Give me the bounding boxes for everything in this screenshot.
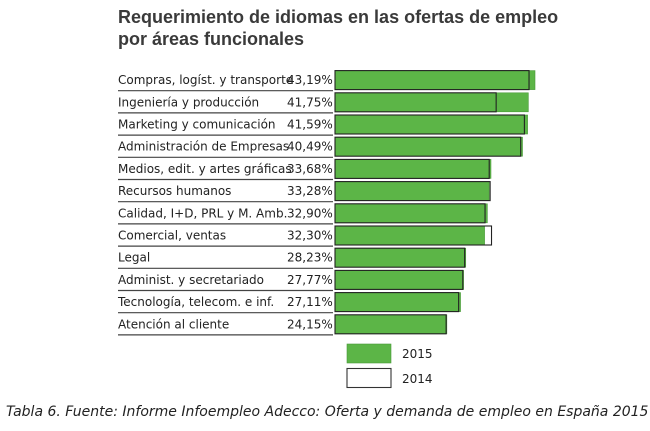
legend-label-2014: 2014 [402, 372, 433, 386]
category-label: Compras, logíst. y transporte [118, 73, 293, 87]
value-label: 27,11% [287, 295, 333, 309]
value-label: 27,77% [287, 273, 333, 287]
legend-label-2015: 2015 [402, 347, 433, 361]
bar-2014 [334, 203, 486, 224]
value-label: 41,59% [287, 118, 333, 132]
bar-2015 [334, 203, 488, 224]
value-label: 32,30% [287, 229, 333, 243]
bar-2014 [334, 269, 464, 290]
category-label: Ingeniería y producción [118, 95, 259, 109]
bar-2015 [334, 314, 448, 335]
category-label: Administ. y secretariado [118, 273, 264, 287]
bar-2014 [334, 158, 490, 179]
bar-2014 [334, 225, 493, 246]
value-label: 33,68% [287, 162, 333, 176]
category-label: Comercial, ventas [118, 229, 226, 243]
category-label: Recursos humanos [118, 184, 231, 198]
bar-2015 [334, 70, 536, 90]
chart-title-block: Requerimiento de idiomas en las ofertas … [118, 6, 618, 50]
legend-swatch-2014 [346, 367, 392, 389]
bar-2015 [334, 181, 490, 201]
category-label: Calidad, I+D, PRL y M. Amb. [118, 206, 287, 220]
bar-2014 [334, 114, 525, 135]
bar-2015 [334, 92, 529, 113]
bar-2014 [334, 292, 460, 313]
value-label: 24,15% [287, 317, 333, 331]
value-label: 43,19% [287, 73, 333, 87]
value-label: 33,28% [287, 184, 333, 198]
category-label: Medios, edit. y artes gráficas [118, 162, 292, 176]
bar-2015 [334, 270, 464, 290]
category-label: Marketing y comunicación [118, 118, 276, 132]
chart-title: Requerimiento de idiomas en las ofertas … [118, 7, 559, 27]
category-label: Atención al cliente [118, 317, 229, 331]
bar-2015 [334, 136, 523, 157]
bar-2014 [334, 92, 497, 113]
bar-2015 [334, 114, 528, 135]
category-label: Legal [118, 251, 150, 265]
bar-2015 [334, 247, 467, 268]
bar-2015 [334, 225, 485, 246]
legend-swatch-2015 [346, 343, 392, 364]
bar-2014 [334, 136, 522, 157]
value-label: 32,90% [287, 206, 333, 220]
bar-2014 [334, 181, 491, 202]
figure-caption: Tabla 6. Fuente: Informe Infoempleo Adec… [6, 404, 649, 420]
bar-2014 [334, 314, 447, 335]
category-label: Administración de Empresas [118, 140, 289, 154]
value-label: 41,75% [287, 95, 333, 109]
value-label: 40,49% [287, 140, 333, 154]
category-label: Tecnología, telecom. e inf. [117, 295, 274, 309]
bar-2014 [334, 70, 530, 91]
bar-2014 [334, 247, 466, 268]
chart-subtitle: por áreas funcionales [118, 29, 305, 49]
bar-2015 [334, 159, 492, 179]
bar-2015 [334, 292, 461, 312]
value-label: 28,23% [287, 251, 333, 265]
